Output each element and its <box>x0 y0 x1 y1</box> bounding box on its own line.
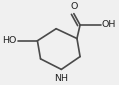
Text: NH: NH <box>54 74 68 83</box>
Text: O: O <box>70 2 77 11</box>
Text: OH: OH <box>102 20 116 29</box>
Text: HO: HO <box>2 36 17 45</box>
